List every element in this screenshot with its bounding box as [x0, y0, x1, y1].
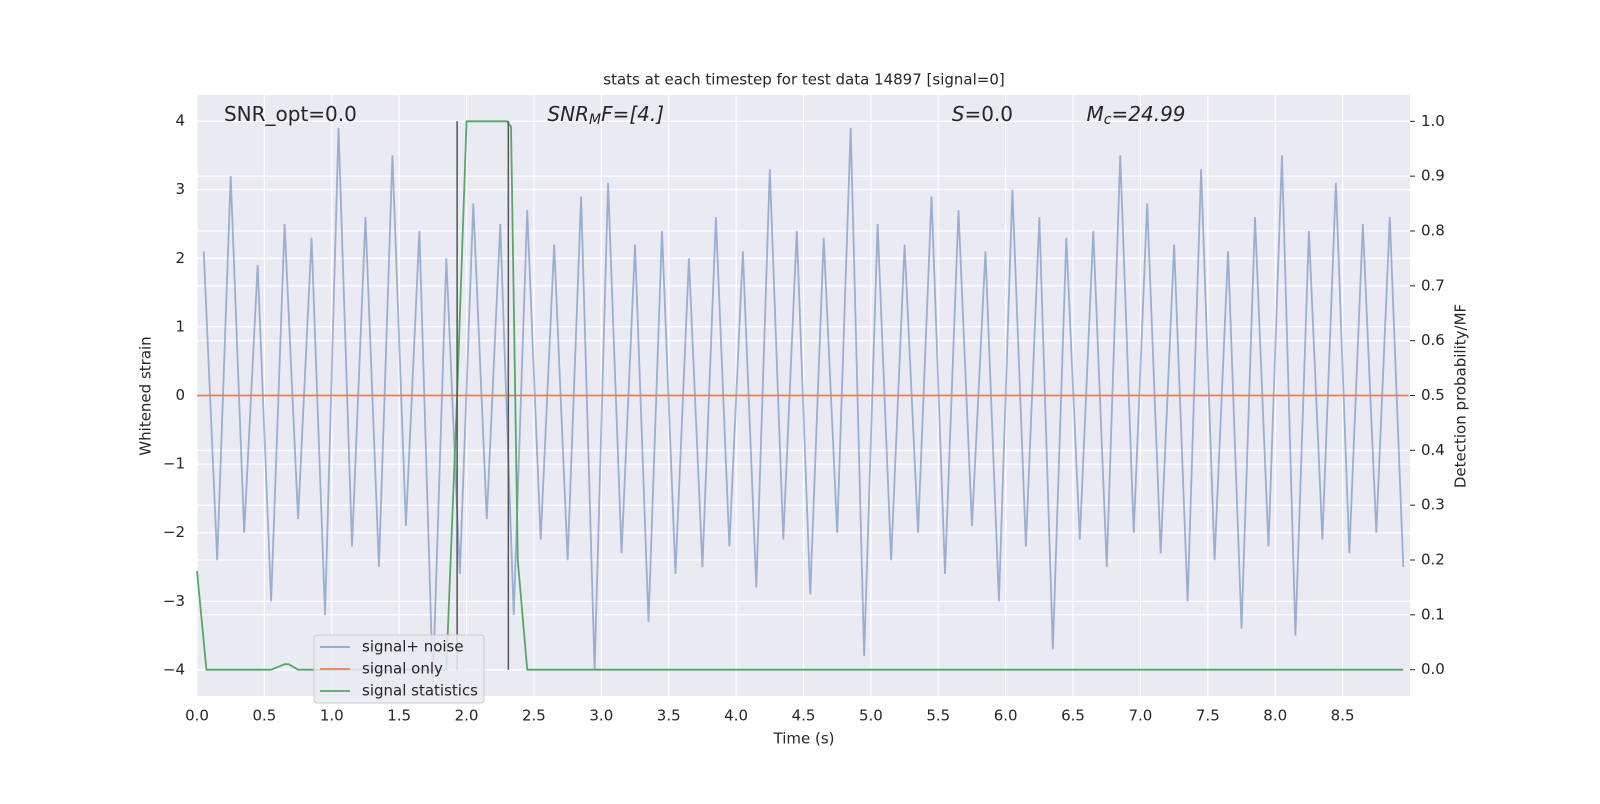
- y-tick-label: −2: [163, 523, 185, 541]
- y2-axis-label: Detection probability/MF: [1452, 304, 1470, 488]
- series-line: [202, 127, 1405, 684]
- y-tick-label: 1: [175, 317, 185, 335]
- x-tick-label: 3.0: [589, 707, 613, 725]
- annotation: Mc=24.99: [1087, 102, 1186, 129]
- annotation-text: M: [1087, 102, 1104, 126]
- chart-title: stats at each timestep for test data 148…: [603, 71, 1004, 89]
- legend-box: [313, 634, 485, 704]
- x-tick-label: 4.0: [724, 707, 748, 725]
- annotation-rest: =24.99: [1112, 102, 1186, 126]
- annotation-text: SNR: [547, 102, 589, 126]
- y-tick-label: −1: [163, 455, 185, 473]
- y-tick-label: 2: [175, 249, 185, 267]
- x-tick-label: 1.0: [320, 707, 344, 725]
- x-axis-label: Time (s): [773, 730, 835, 748]
- x-tick-label: 0.0: [185, 707, 209, 725]
- y2-tick-label: 0.9: [1421, 167, 1445, 185]
- x-tick-label: 8.5: [1331, 707, 1355, 725]
- x-tick-label: 4.5: [792, 707, 816, 725]
- annotation-text: S: [952, 102, 965, 126]
- annotation: SNR_opt=0.0: [224, 102, 357, 126]
- y2-tick-label: 0.0: [1421, 660, 1445, 678]
- x-tick-label: 2.0: [455, 707, 479, 725]
- annotation: S=0.0: [952, 102, 1013, 126]
- x-tick-label: 0.5: [252, 707, 276, 725]
- y-tick-label: −3: [163, 592, 185, 610]
- x-tick-label: 5.5: [926, 707, 950, 725]
- y2-tick-label: 1.0: [1421, 112, 1445, 130]
- y2-tick-label: 0.6: [1421, 331, 1445, 349]
- annotation-rest: =0.0: [964, 102, 1013, 126]
- x-tick-label: 7.5: [1196, 707, 1220, 725]
- y2-tick-label: 0.4: [1421, 441, 1445, 459]
- annotation-sub: M: [589, 112, 601, 128]
- y2-tick-label: 0.8: [1421, 221, 1445, 239]
- y-tick-label: −4: [163, 660, 185, 678]
- annotation-sub: c: [1104, 112, 1112, 128]
- x-tick-label: 7.0: [1129, 707, 1153, 725]
- x-tick-label: 2.5: [522, 707, 546, 725]
- y-tick-label: 3: [175, 180, 185, 198]
- y2-tick-label: 0.7: [1421, 276, 1445, 294]
- annotation-rest: F=[4.]: [601, 102, 664, 126]
- legend-label: signal statistics: [362, 682, 478, 700]
- x-tick-label: 8.0: [1263, 707, 1287, 725]
- y-tick-label: 4: [175, 112, 185, 130]
- annotation-text: SNR_opt=0.0: [224, 102, 357, 126]
- y-axis-label: Whitened strain: [137, 336, 155, 455]
- x-tick-label: 5.0: [859, 707, 883, 725]
- legend: signal+ noise signal only signal statistic…: [313, 634, 485, 704]
- x-tick-label: 6.5: [1061, 707, 1085, 725]
- x-tick-label: 3.5: [657, 707, 681, 725]
- y2-tick-label: 0.5: [1421, 386, 1445, 404]
- annotation: SNRMF=[4.]: [547, 102, 664, 129]
- y-tick-label: 0: [175, 386, 185, 404]
- x-tick-label: 1.5: [387, 707, 411, 725]
- x-tick-label: 6.0: [994, 707, 1018, 725]
- y2-tick-label: 0.3: [1421, 496, 1445, 514]
- legend-label: signal only: [362, 660, 443, 678]
- y2-tick-label: 0.2: [1421, 551, 1445, 569]
- y2-tick-label: 0.1: [1421, 605, 1445, 623]
- legend-label: signal+ noise: [362, 638, 464, 656]
